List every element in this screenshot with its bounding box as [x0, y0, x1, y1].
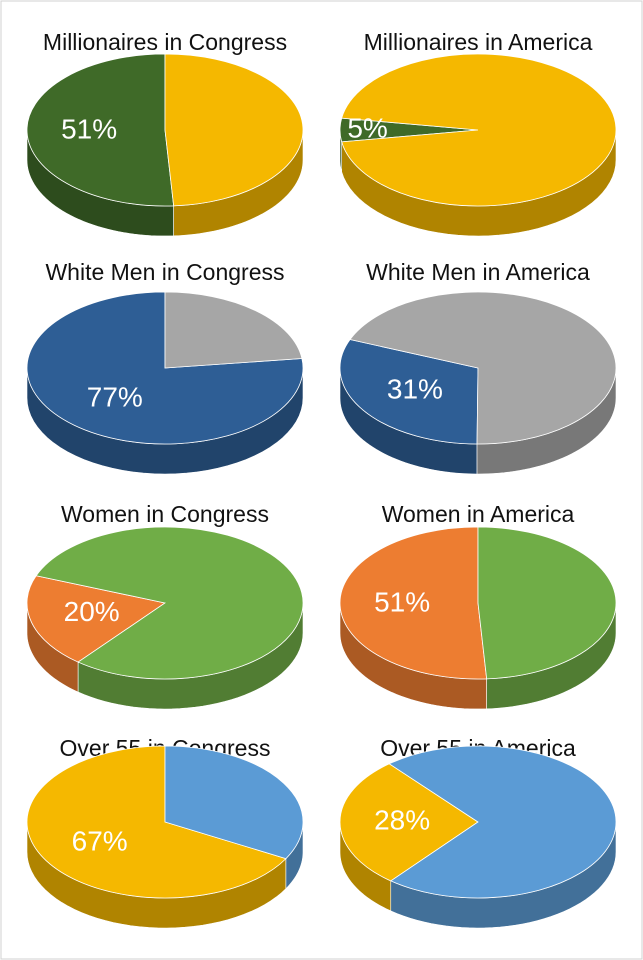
slice [164, 291, 303, 369]
slice [477, 526, 617, 680]
slice [164, 53, 304, 207]
value-label: 28% [374, 805, 430, 836]
chart-title: Millionaires in Congress [43, 29, 287, 55]
slice [339, 526, 488, 680]
slice [26, 53, 175, 207]
value-label: 77% [87, 382, 143, 413]
value-label: 51% [374, 587, 430, 618]
slice [339, 763, 479, 882]
chart-title: Women in America [382, 501, 575, 527]
slice [339, 339, 479, 445]
value-label: 67% [72, 826, 128, 857]
slice [26, 291, 304, 445]
slice [349, 291, 617, 445]
chart-title: Women in Congress [61, 501, 269, 527]
chart-title: White Men in America [366, 259, 590, 285]
chart-title: White Men in Congress [45, 259, 284, 285]
slice [341, 53, 617, 207]
chart-title: Millionaires in America [364, 29, 593, 55]
slice [26, 575, 167, 663]
slice [164, 745, 304, 860]
slice [35, 526, 304, 680]
value-label: 51% [61, 114, 117, 145]
slice [388, 745, 617, 899]
slice [26, 745, 287, 899]
value-label: 31% [387, 374, 443, 405]
value-label: 5% [347, 112, 387, 143]
value-label: 20% [64, 596, 120, 627]
